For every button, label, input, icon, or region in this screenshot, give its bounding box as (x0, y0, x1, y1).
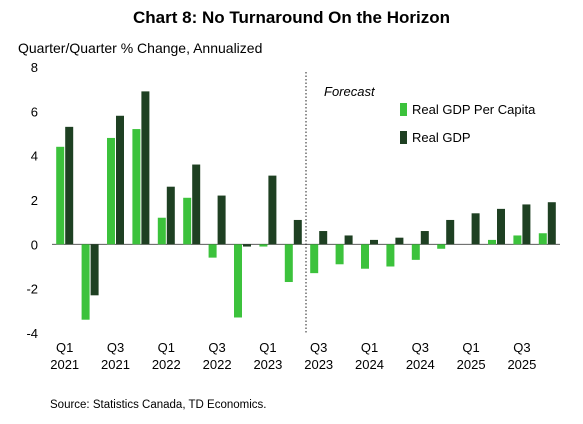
x-tick-label: 2021 (50, 357, 79, 372)
x-tick-label: Q3 (513, 340, 530, 355)
x-tick-label: Q3 (412, 340, 429, 355)
bar-per-capita (183, 197, 192, 245)
bar-real-gdp (166, 186, 175, 245)
x-tick-label: Q3 (310, 340, 327, 355)
forecast-label: Forecast (324, 84, 376, 99)
bar-per-capita (234, 244, 242, 318)
bar-real-gdp (192, 164, 201, 245)
legend-label: Real GDP (412, 130, 471, 145)
bar-per-capita (361, 244, 369, 269)
bar-real-gdp (217, 195, 226, 245)
bar-real-gdp (90, 244, 99, 296)
chart-title: Chart 8: No Turnaround On the Horizon (133, 8, 450, 27)
x-tick-label: Q1 (158, 340, 175, 355)
bar-real-gdp (395, 237, 404, 245)
legend-swatch-real-gdp (400, 131, 407, 144)
bar-real-gdp (547, 202, 556, 245)
legend-label: Real GDP Per Capita (412, 102, 536, 117)
x-tick-label: 2025 (457, 357, 486, 372)
bar-real-gdp (268, 175, 277, 245)
bar-per-capita (56, 146, 65, 245)
bar-real-gdp (243, 244, 251, 247)
bar-per-capita (284, 244, 293, 283)
x-tick-label: Q1 (56, 340, 73, 355)
x-tick-label: 2022 (203, 357, 232, 372)
bar-per-capita (107, 137, 115, 245)
x-tick-label: 2021 (101, 357, 130, 372)
bar-real-gdp (116, 115, 124, 245)
legend-swatch-per-capita (400, 103, 407, 116)
x-tick-label: Q1 (361, 340, 378, 355)
x-tick-label: 2024 (355, 357, 384, 372)
x-tick-label: 2025 (507, 357, 536, 372)
bar-per-capita (513, 235, 522, 245)
x-tick-label: 2022 (152, 357, 181, 372)
x-tick-label: Q1 (259, 340, 276, 355)
bar-real-gdp (344, 235, 353, 245)
x-tick-label: Q3 (107, 340, 124, 355)
bar-per-capita (132, 129, 141, 245)
y-tick-label: 2 (31, 193, 38, 208)
y-tick-label: 0 (31, 237, 38, 252)
y-tick-label: 6 (31, 104, 38, 119)
bar-real-gdp (420, 231, 429, 245)
bar-real-gdp (446, 219, 455, 245)
bar-per-capita (411, 244, 420, 260)
x-tick-label: 2024 (406, 357, 435, 372)
x-tick-label: Q3 (208, 340, 225, 355)
bar-per-capita (310, 244, 319, 274)
y-tick-label: 4 (31, 149, 38, 164)
bar-per-capita (208, 244, 217, 258)
source-note: Source: Statistics Canada, TD Economics. (50, 399, 267, 411)
bar-per-capita (259, 244, 268, 247)
y-tick-label: -4 (26, 326, 38, 341)
bar-real-gdp (141, 91, 150, 245)
y-tick-label: -2 (26, 282, 38, 297)
bar-per-capita (437, 244, 446, 249)
bar-per-capita (335, 244, 344, 265)
bar-per-capita (538, 233, 547, 245)
bar-real-gdp (319, 231, 328, 245)
x-tick-label: Q1 (462, 340, 479, 355)
bar-per-capita (81, 244, 90, 320)
x-tick-label: 2023 (304, 357, 333, 372)
bar-per-capita (386, 244, 395, 267)
y-tick-label: 8 (31, 60, 38, 75)
chart-plot: -4 -2 0 2 4 6 8 Forecast Q1 2021 Q3 2021 Q1 2022 Q3 202… (26, 60, 560, 372)
bar-real-gdp (471, 213, 480, 245)
bar-real-gdp (497, 208, 505, 245)
bar-real-gdp (522, 204, 531, 245)
bar-real-gdp (370, 239, 378, 245)
bar-real-gdp (65, 126, 74, 245)
x-tick-label: 2023 (253, 357, 282, 372)
bar-real-gdp (293, 219, 302, 245)
bar-per-capita (157, 217, 166, 245)
chart-subtitle: Quarter/Quarter % Change, Annualized (18, 40, 263, 56)
bar-per-capita (488, 239, 496, 245)
